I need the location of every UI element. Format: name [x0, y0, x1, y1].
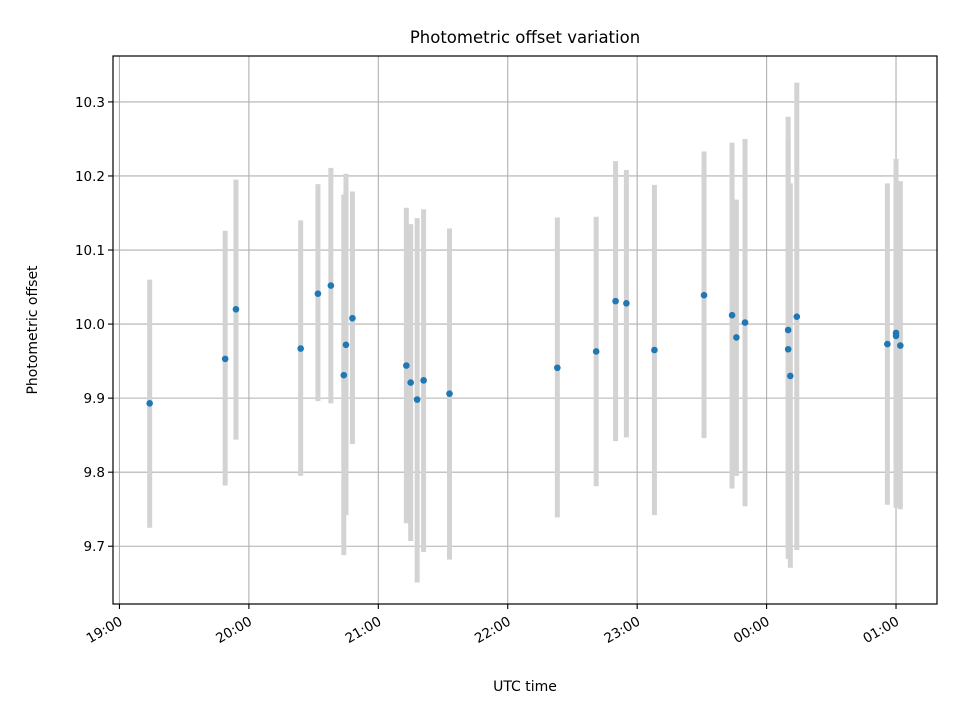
- y-tick-label: 9.9: [84, 391, 105, 407]
- data-points: [146, 282, 904, 407]
- data-point: [741, 319, 749, 326]
- plot-frame: [112, 55, 938, 605]
- data-point: [623, 300, 630, 307]
- data-point: [342, 341, 350, 349]
- data-point: [897, 342, 904, 349]
- data-point: [884, 340, 891, 348]
- y-tick-label: 10.2: [75, 169, 105, 185]
- data-point: [554, 364, 561, 372]
- data-point: [700, 291, 708, 299]
- data-point: [314, 290, 322, 298]
- data-point: [592, 348, 600, 355]
- data-point: [892, 332, 900, 340]
- y-tick-label: 9.7: [84, 539, 105, 555]
- y-tick-label: 10.3: [75, 95, 105, 111]
- data-point: [784, 345, 792, 353]
- data-point: [340, 371, 348, 379]
- data-point: [728, 311, 736, 319]
- y-axis-label: Photometric offset: [25, 265, 41, 395]
- data-point: [784, 326, 792, 334]
- y-tick-label: 10.0: [75, 317, 105, 333]
- data-point: [733, 334, 740, 341]
- data-point: [793, 313, 801, 320]
- grid: [113, 56, 937, 604]
- data-point: [146, 400, 153, 407]
- data-point: [221, 355, 229, 363]
- y-tick-label: 9.8: [84, 465, 105, 481]
- data-point: [612, 297, 619, 305]
- y-axis: 9.7 9.8 9.9 10.0 10.1 10.2 10.3: [75, 95, 113, 555]
- data-point: [413, 396, 421, 403]
- y-tick-label: 10.1: [75, 243, 105, 259]
- data-point: [407, 379, 414, 386]
- data-point: [327, 282, 335, 289]
- data-point: [446, 390, 453, 397]
- x-axis-label: UTC time: [493, 679, 557, 695]
- data-point: [651, 346, 658, 354]
- data-point: [349, 314, 356, 322]
- data-point: [420, 377, 427, 384]
- data-point: [232, 305, 240, 313]
- data-point: [403, 362, 410, 369]
- data-point: [787, 372, 794, 380]
- data-point: [297, 345, 304, 352]
- chart-title: Photometric offset variation: [410, 28, 640, 47]
